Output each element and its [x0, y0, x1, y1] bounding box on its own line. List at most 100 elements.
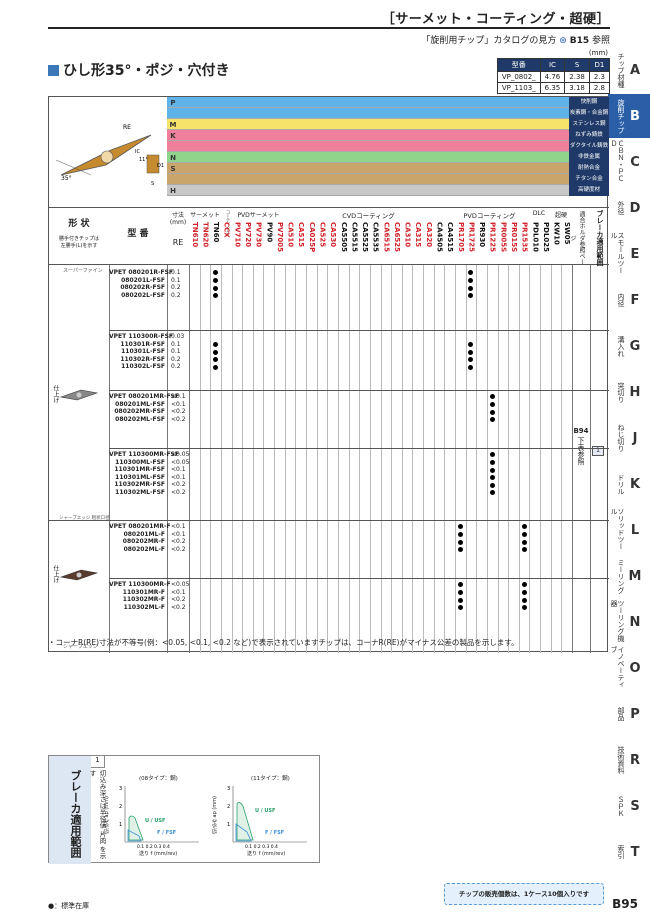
grade-col-ca025p: CA025P	[307, 222, 316, 253]
iso-row-s: チタン合金	[167, 174, 609, 185]
catalog-ref[interactable]: B15	[569, 36, 590, 46]
header-category: ［サーメット・コーティング・超硬］	[381, 12, 610, 27]
stock-dot	[468, 277, 474, 283]
grid-line	[284, 265, 286, 653]
dimension-table: 型番 IC S D1 VP_0802_ 4.76 2.38 2.3 VP_1103_ 6.35 3.…	[496, 58, 611, 94]
grade-col-pv720: PV720	[244, 222, 252, 248]
grid-line	[369, 265, 371, 653]
chart-11-ylabel: 切込み ap (mm)	[212, 796, 218, 835]
breaker-ref[interactable]: 1	[592, 446, 604, 456]
index-tab-h[interactable]: 突切り H	[608, 370, 650, 414]
index-tab-r[interactable]: 技術資料 R	[608, 738, 650, 782]
stock-dot	[489, 482, 495, 488]
index-tab-b[interactable]: 旋削チップ B	[608, 94, 650, 138]
grade-col-tn610: TN610	[190, 222, 199, 248]
index-tab-s[interactable]: ＳＰＫ S	[608, 784, 650, 828]
dim-header: S	[564, 58, 590, 72]
index-tab-m[interactable]: ミーリング M	[608, 554, 650, 598]
grade-col-ca5515: CA5515	[350, 222, 359, 253]
index-tab-label: 溝入れ	[617, 335, 625, 357]
index-tab-k[interactable]: ドリル K	[608, 462, 650, 506]
index-tab-g[interactable]: 溝入れ G	[608, 324, 650, 368]
stock-dot	[213, 364, 219, 370]
finishing-label-1: 仕上げ	[52, 385, 59, 403]
grid-line	[529, 265, 531, 653]
index-tab-t[interactable]: 索引 T	[608, 830, 650, 874]
index-tab-o[interactable]: イノベーティブ O	[608, 646, 650, 690]
iso-key: H	[170, 187, 176, 195]
index-tab-n[interactable]: ツーリング機器 N	[608, 600, 650, 644]
index-tab-letter: J	[632, 430, 638, 446]
grid-line	[508, 265, 510, 653]
material-tag: ねずみ鋳鉄	[569, 130, 609, 141]
iso-key: N	[170, 154, 176, 162]
index-tab-f[interactable]: 内径 F	[608, 278, 650, 322]
model-list: VPET 080201MR-FSF 080201ML-FSF 080202MR-…	[109, 393, 179, 423]
holder-ref-page[interactable]: B94	[573, 427, 589, 435]
svg-text:2: 2	[227, 804, 230, 810]
stock-dot	[213, 341, 219, 347]
group-divider	[109, 390, 609, 391]
stock-dot	[521, 547, 527, 553]
grid-line	[348, 265, 350, 653]
grid-line	[590, 265, 591, 653]
re-header: RE	[172, 238, 184, 247]
stock-dot	[489, 467, 495, 473]
index-tab-l[interactable]: ソリッドツール L	[608, 508, 650, 552]
grid-line	[337, 265, 339, 653]
dim-cell: VP_1103_	[496, 82, 541, 94]
index-tab-letter: L	[630, 522, 640, 538]
iso-row-p: P 快削鋼	[167, 97, 609, 108]
iso-row-m: M ステンレス鋼	[167, 119, 609, 130]
grade-col-pv710: PV710	[233, 222, 242, 248]
index-tab-label: 技術資料	[617, 746, 625, 774]
grid-line	[220, 265, 222, 653]
dim-cell: 4.76	[539, 71, 566, 83]
grade-col-ca315: CA315	[414, 222, 423, 248]
dim-cell: 2.8	[588, 82, 611, 94]
grid-line	[274, 265, 276, 653]
chart-11-title: (11タイプ：鋼)	[251, 776, 290, 782]
index-tab-a[interactable]: チップ材種 A	[608, 48, 650, 92]
grid-line	[210, 265, 212, 653]
index-tab-c[interactable]: ＣＢＮ・ＰＣＤ C	[608, 140, 650, 184]
grade-col-ca515: CA515	[297, 222, 306, 248]
grade-col-pr015s: PR015S	[509, 222, 518, 253]
index-tab-label: 外径	[617, 201, 625, 215]
stock-dot	[457, 605, 463, 611]
stock-dot	[213, 357, 219, 363]
grade-col-pv730: PV730	[254, 222, 263, 248]
index-tab-p[interactable]: 部品 P	[608, 692, 650, 736]
pvd-header: PVDコーティング	[463, 212, 516, 220]
grade-col-pr1225: PR1225	[488, 222, 497, 253]
stock-dot	[521, 589, 527, 595]
legend-stock: ●：標準在庫	[48, 902, 90, 910]
index-tab-letter: O	[629, 660, 641, 676]
svg-text:3: 3	[119, 786, 122, 792]
grade-col-pdl025: PDL025	[541, 222, 550, 253]
grid-line	[167, 265, 168, 653]
stock-dot	[521, 597, 527, 603]
index-tab-j[interactable]: ねじ切り J	[608, 416, 650, 460]
index-tab-d[interactable]: 外径 D	[608, 186, 650, 230]
dim-header: 型番	[496, 58, 541, 72]
holder-ref[interactable]: B94 下表参照	[572, 427, 590, 465]
stock-dot	[468, 341, 474, 347]
grade-col-ca5525: CA5525	[361, 222, 370, 253]
index-tab-e[interactable]: スモールツール E	[608, 232, 650, 276]
stock-dot	[489, 417, 495, 423]
tolerance-note: ・コーナR(RE)寸法が不等号(例：<0.05, <0.1, <0.2 など)で…	[48, 638, 519, 647]
stock-dot	[489, 459, 495, 465]
stock-dot	[213, 349, 219, 355]
grid-line	[189, 265, 190, 653]
stock-dot	[489, 490, 495, 496]
grade-col-pdl010: PDL010	[531, 222, 540, 253]
index-tab-label: ＳＰＫ	[617, 795, 625, 817]
stock-dot	[489, 394, 495, 400]
stock-dot	[521, 582, 527, 588]
index-tab-label: ＣＢＮ・ＰＣＤ	[610, 140, 625, 182]
material-tag: 高硬度材	[569, 185, 609, 196]
grid-line	[199, 265, 201, 653]
stock-dot	[521, 531, 527, 537]
index-tab-letter: A	[629, 62, 641, 78]
